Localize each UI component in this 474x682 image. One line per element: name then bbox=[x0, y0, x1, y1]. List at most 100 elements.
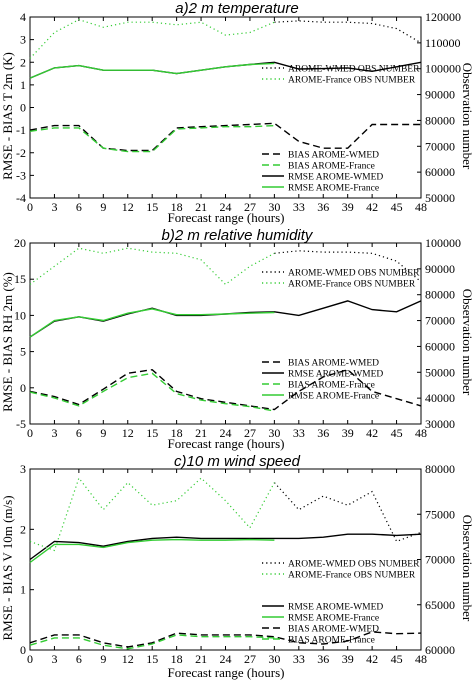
y2-tick-label: 60000 bbox=[425, 339, 455, 353]
x-tick-label: 12 bbox=[122, 652, 134, 666]
y2-tick-label: 40000 bbox=[425, 391, 455, 405]
series-line bbox=[29, 300, 422, 338]
series-line bbox=[29, 631, 422, 648]
x-tick-label: 9 bbox=[100, 426, 106, 440]
x-tick-label: 12 bbox=[122, 200, 134, 214]
y2-tick-label: 90000 bbox=[425, 262, 455, 276]
x-tick-label: 30 bbox=[268, 426, 280, 440]
legend-label: AROME-France OBS NUMBER bbox=[288, 76, 416, 86]
y-tick-label: -3 bbox=[16, 168, 26, 182]
x-tick-label: 21 bbox=[195, 652, 207, 666]
series-line bbox=[29, 62, 275, 79]
series-line bbox=[274, 20, 422, 44]
x-tick-label: 15 bbox=[146, 200, 158, 214]
x-tick-label: 6 bbox=[76, 200, 82, 214]
panel-title: a)2 m temperature bbox=[175, 0, 298, 17]
x-tick-label: 3 bbox=[51, 200, 57, 214]
y2-tick-label: 80000 bbox=[425, 288, 455, 302]
x-tick-label: 27 bbox=[244, 200, 256, 214]
panel-title: c)10 m wind speed bbox=[174, 453, 301, 470]
x-tick-label: 33 bbox=[293, 652, 305, 666]
y-tick-label: 10 bbox=[14, 308, 26, 322]
legend-label: RMSE AROME-WMED bbox=[288, 370, 383, 380]
series-line bbox=[29, 533, 422, 561]
series-line bbox=[29, 368, 422, 411]
series-line bbox=[29, 18, 275, 59]
y2-tick-label: 70000 bbox=[425, 553, 455, 567]
legend-label: AROME-France OBS NUMBER bbox=[288, 571, 416, 581]
x-tick-label: 24 bbox=[220, 426, 232, 440]
x-tick-label: 0 bbox=[27, 652, 33, 666]
y2-tick-label: 80000 bbox=[425, 462, 455, 476]
x-tick-label: 18 bbox=[171, 200, 183, 214]
series-line bbox=[29, 247, 275, 286]
panel-title: b)2 m relative humidity bbox=[162, 227, 314, 244]
legend-label: AROME-WMED OBS NUMBER bbox=[288, 560, 420, 570]
y2-tick-label: 110000 bbox=[425, 36, 461, 50]
x-tick-label: 48 bbox=[415, 200, 427, 214]
x-tick-label: 36 bbox=[317, 200, 329, 214]
y-tick-label: 1 bbox=[20, 78, 26, 92]
x-tick-label: 21 bbox=[195, 200, 207, 214]
legend-label: BIAS AROME-France bbox=[288, 636, 375, 646]
x-tick-label: 39 bbox=[342, 652, 354, 666]
x-tick-label: 3 bbox=[51, 652, 57, 666]
x-tick-label: 0 bbox=[27, 200, 33, 214]
legend-label: AROME-France OBS NUMBER bbox=[288, 280, 416, 290]
legend-label: BIAS AROME-France bbox=[288, 162, 375, 172]
series-line bbox=[29, 124, 275, 153]
x-tick-label: 36 bbox=[317, 426, 329, 440]
x-tick-label: 39 bbox=[342, 426, 354, 440]
y-tick-label: -1 bbox=[16, 123, 26, 137]
x-tick-label: 21 bbox=[195, 426, 207, 440]
panel-2m-relative-humidity: b)2 m relative humidity Forecast range (… bbox=[0, 227, 474, 451]
y-tick-label: -5 bbox=[16, 417, 26, 431]
y2-tick-label: 65000 bbox=[425, 598, 455, 612]
legend-label: BIAS AROME-WMED bbox=[288, 359, 379, 369]
x-tick-label: 39 bbox=[342, 200, 354, 214]
x-tick-label: 3 bbox=[51, 426, 57, 440]
legend-label: BIAS AROME-France bbox=[288, 381, 375, 391]
x-axis-label: Forecast range (hours) bbox=[168, 210, 285, 225]
y-axis-label: RMSE - BIAS RH 2m (%) bbox=[0, 272, 15, 412]
panel-10m-wind-speed: c)10 m wind speed Forecast range (hours)… bbox=[0, 453, 474, 680]
legend-label: RMSE AROME-France bbox=[288, 614, 379, 624]
x-tick-label: 15 bbox=[146, 426, 158, 440]
y-axis-label: RMSE - BIAS T 2m (K) bbox=[0, 52, 15, 180]
x-tick-label: 42 bbox=[366, 200, 378, 214]
x-tick-label: 42 bbox=[366, 426, 378, 440]
legend-label: AROME-WMED OBS NUMBER bbox=[288, 65, 420, 75]
x-tick-label: 27 bbox=[244, 652, 256, 666]
x-axis-label: Forecast range (hours) bbox=[168, 665, 285, 680]
y2-tick-label: 100000 bbox=[425, 62, 461, 76]
y2-tick-label: 70000 bbox=[425, 139, 455, 153]
x-tick-label: 30 bbox=[268, 200, 280, 214]
series-line bbox=[29, 372, 275, 412]
series-line bbox=[29, 634, 275, 650]
y-tick-label: 0 bbox=[20, 643, 26, 657]
y2-tick-label: 100000 bbox=[425, 236, 461, 250]
y2-tick-label: 50000 bbox=[425, 365, 455, 379]
x-tick-label: 45 bbox=[391, 652, 403, 666]
y-tick-label: 4 bbox=[20, 10, 26, 24]
legend-label: BIAS AROME-WMED bbox=[288, 151, 379, 161]
x-tick-label: 24 bbox=[220, 200, 232, 214]
legend-label: RMSE AROME-France bbox=[288, 392, 379, 402]
x-tick-label: 45 bbox=[391, 426, 403, 440]
x-tick-label: 24 bbox=[220, 652, 232, 666]
x-tick-label: 36 bbox=[317, 652, 329, 666]
x-tick-label: 9 bbox=[100, 652, 106, 666]
x-tick-label: 48 bbox=[415, 652, 427, 666]
y2-axis-label: Observation number bbox=[460, 289, 474, 396]
x-tick-label: 0 bbox=[27, 426, 33, 440]
legend-label: RMSE AROME-WMED bbox=[288, 173, 383, 183]
legend-label: BIAS AROME-WMED bbox=[288, 625, 379, 635]
y-axis-label: RMSE - BIAS V 10m (m/s) bbox=[0, 495, 15, 640]
y2-tick-label: 30000 bbox=[425, 417, 455, 431]
y2-tick-label: 80000 bbox=[425, 113, 455, 127]
